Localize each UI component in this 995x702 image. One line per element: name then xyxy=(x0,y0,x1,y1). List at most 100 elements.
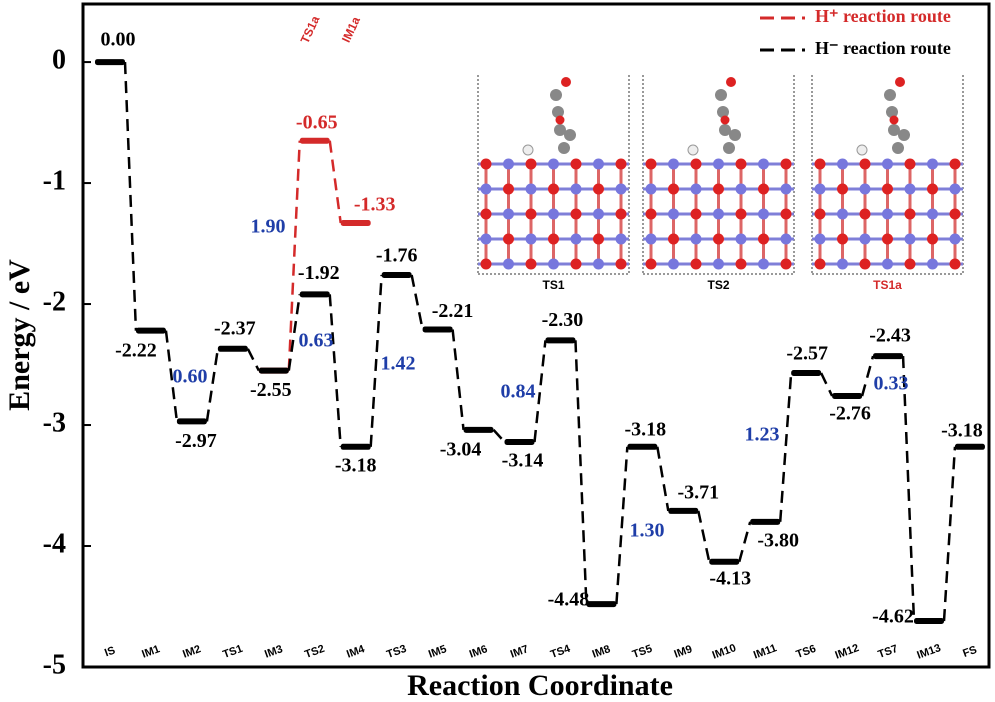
energy-level xyxy=(176,418,207,425)
connector xyxy=(697,510,711,563)
atom xyxy=(548,208,559,220)
connector xyxy=(820,372,834,397)
data-label: -4.62 xyxy=(872,606,914,628)
energy-level xyxy=(586,601,617,608)
molecule-atom xyxy=(720,115,730,125)
atom xyxy=(548,158,559,170)
x-tick-label: IM8 xyxy=(591,643,612,661)
molecule-atom xyxy=(723,142,735,154)
barrier-label: 1.42 xyxy=(381,353,416,375)
data-label: -2.37 xyxy=(214,317,256,339)
atom xyxy=(548,258,559,270)
atom xyxy=(570,208,582,220)
atom xyxy=(690,183,702,195)
atom xyxy=(503,258,514,270)
atom xyxy=(859,233,871,245)
atom xyxy=(814,208,826,220)
atom xyxy=(615,258,627,270)
connector xyxy=(410,274,424,330)
atom xyxy=(735,208,747,220)
connector xyxy=(533,340,547,443)
legend-label: H⁻ reaction route xyxy=(815,38,951,58)
energy-level xyxy=(463,426,494,433)
atom xyxy=(814,258,826,270)
x-tick-label: IM5 xyxy=(427,643,448,661)
barrier-label: 0.33 xyxy=(874,373,909,395)
data-label: -3.18 xyxy=(941,419,983,441)
atom xyxy=(645,158,657,170)
atom xyxy=(713,258,724,270)
y-tick-label: 0 xyxy=(52,44,66,75)
connector xyxy=(656,446,670,512)
atom xyxy=(758,183,769,195)
data-label: -2.43 xyxy=(869,325,911,347)
atom xyxy=(735,183,747,195)
atom xyxy=(713,233,724,245)
molecule-atom xyxy=(715,89,727,101)
energy-level xyxy=(750,518,781,525)
atom xyxy=(904,208,916,220)
atom xyxy=(780,183,792,195)
energy-level xyxy=(627,443,658,450)
molecule-atom xyxy=(522,144,534,156)
atom xyxy=(690,208,702,220)
atom xyxy=(668,158,679,170)
atom xyxy=(668,258,679,270)
connector xyxy=(778,372,793,522)
atom xyxy=(668,183,679,195)
molecule-atom xyxy=(550,89,562,101)
data-label: -2.22 xyxy=(115,339,157,361)
molecule-atom xyxy=(555,115,565,125)
x-tick-label: TS4 xyxy=(549,643,573,661)
atom xyxy=(480,233,492,245)
barrier-label: 1.90 xyxy=(251,216,286,238)
atom xyxy=(758,233,769,245)
inset-label: TS1a xyxy=(873,278,902,292)
atom xyxy=(548,183,559,195)
atom xyxy=(758,258,769,270)
molecule-atom xyxy=(729,129,741,141)
atom xyxy=(713,158,724,170)
connector xyxy=(246,348,260,372)
molecule-atom xyxy=(895,77,905,87)
atom xyxy=(904,233,916,245)
energy-level xyxy=(791,370,822,377)
energy-level xyxy=(299,291,330,298)
molecule-atom xyxy=(889,115,899,125)
connector xyxy=(164,330,179,422)
connector xyxy=(901,356,916,622)
atom xyxy=(814,233,826,245)
data-label: -4.48 xyxy=(548,589,590,611)
molecule-atom xyxy=(886,106,898,118)
molecule-atom xyxy=(884,89,896,101)
barrier-label: 0.63 xyxy=(299,330,334,352)
data-label: -3.18 xyxy=(625,418,667,440)
x-axis-label: Reaction Coordinate xyxy=(407,669,673,702)
atom xyxy=(593,258,604,270)
atom xyxy=(949,258,961,270)
atom xyxy=(690,233,702,245)
connector xyxy=(205,348,220,422)
data-label: -3.80 xyxy=(757,529,799,551)
molecule-atom xyxy=(554,124,566,136)
atom xyxy=(927,233,938,245)
atom xyxy=(525,258,537,270)
atom xyxy=(548,233,559,245)
atom xyxy=(949,233,961,245)
atom xyxy=(690,258,702,270)
molecule-atom xyxy=(719,124,731,136)
atom xyxy=(949,208,961,220)
molecule-atom xyxy=(856,144,868,156)
connector xyxy=(328,140,342,224)
data-label: -1.33 xyxy=(354,194,396,216)
data-label: -2.30 xyxy=(542,309,584,331)
atom xyxy=(882,258,893,270)
energy-level xyxy=(422,326,453,333)
x-tick-label: TS1 xyxy=(221,643,244,661)
atom xyxy=(780,258,792,270)
x-tick-label: IM7 xyxy=(509,643,530,661)
atom xyxy=(593,183,604,195)
data-label: -2.55 xyxy=(250,379,292,401)
atom xyxy=(735,158,747,170)
y-axis-label: Energy / eV xyxy=(3,259,36,411)
